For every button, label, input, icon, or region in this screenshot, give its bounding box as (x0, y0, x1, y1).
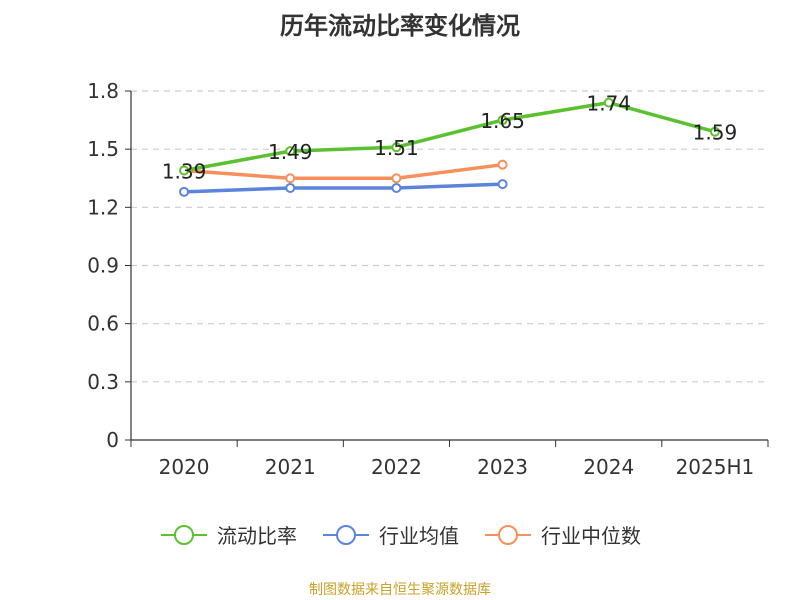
data-point (391, 182, 402, 193)
series-line (184, 182, 503, 194)
series-lines (179, 97, 720, 197)
legend-item[interactable]: 行业中位数 (483, 520, 641, 549)
data-label: 1.39 (162, 159, 207, 183)
y-tick-label: 1.2 (87, 195, 119, 219)
grid-lines (131, 90, 768, 383)
legend-label: 行业均值 (379, 524, 459, 548)
data-point (285, 173, 296, 184)
x-tick-label: 2022 (371, 455, 422, 479)
data-point (391, 173, 402, 184)
data-point (391, 142, 402, 153)
series-line (183, 100, 716, 173)
y-tick-label: 0 (106, 428, 119, 452)
legend-marker-icon (161, 524, 207, 545)
data-label: 1.74 (586, 92, 631, 116)
x-tick-label: 2023 (477, 455, 528, 479)
data-labels: 1.39 1.49 1.51 1.65 1.74 1.59 (162, 92, 737, 184)
data-point (709, 126, 720, 137)
y-tick-label: 0.6 (87, 312, 119, 336)
y-tick-label: 0.9 (87, 254, 119, 278)
data-label: 1.49 (268, 140, 313, 164)
x-tick-label: 2025H1 (676, 455, 755, 479)
x-tick-label: 2024 (583, 455, 634, 479)
legend-marker-icon (485, 524, 531, 545)
x-tick-label: 2020 (159, 455, 210, 479)
y-tick-label: 1.8 (87, 79, 119, 103)
legend-marker-icon (323, 524, 369, 545)
y-tick-label: 1.5 (87, 137, 119, 161)
data-point (179, 186, 190, 197)
data-label: 1.59 (693, 121, 738, 145)
legend-item[interactable]: 行业均值 (321, 520, 459, 549)
legend-item[interactable]: 流动比率 (159, 520, 297, 549)
series-line (183, 162, 503, 180)
data-label: 1.51 (374, 136, 419, 160)
legend-label: 流动比率 (217, 524, 297, 548)
legend: 流动比率 行业均值 行业中位数 (0, 520, 800, 549)
data-label: 1.65 (480, 109, 525, 133)
data-point (603, 97, 614, 108)
data-point (285, 146, 296, 157)
data-point (285, 182, 296, 193)
legend-label: 行业中位数 (541, 524, 641, 548)
chart-title: 历年流动比率变化情况 (280, 12, 520, 40)
data-point (497, 179, 508, 190)
data-point (497, 115, 508, 126)
data-point (497, 159, 508, 170)
x-tick-label: 2021 (265, 455, 316, 479)
source-note: 制图数据来自恒生聚源数据库 (309, 582, 491, 598)
y-tick-label: 0.3 (87, 370, 119, 394)
axes: 0 0.3 0.6 0.9 1.2 1.5 1.8 2020 2021 2022 2023 2024 2… (87, 79, 769, 479)
data-point (179, 165, 190, 176)
